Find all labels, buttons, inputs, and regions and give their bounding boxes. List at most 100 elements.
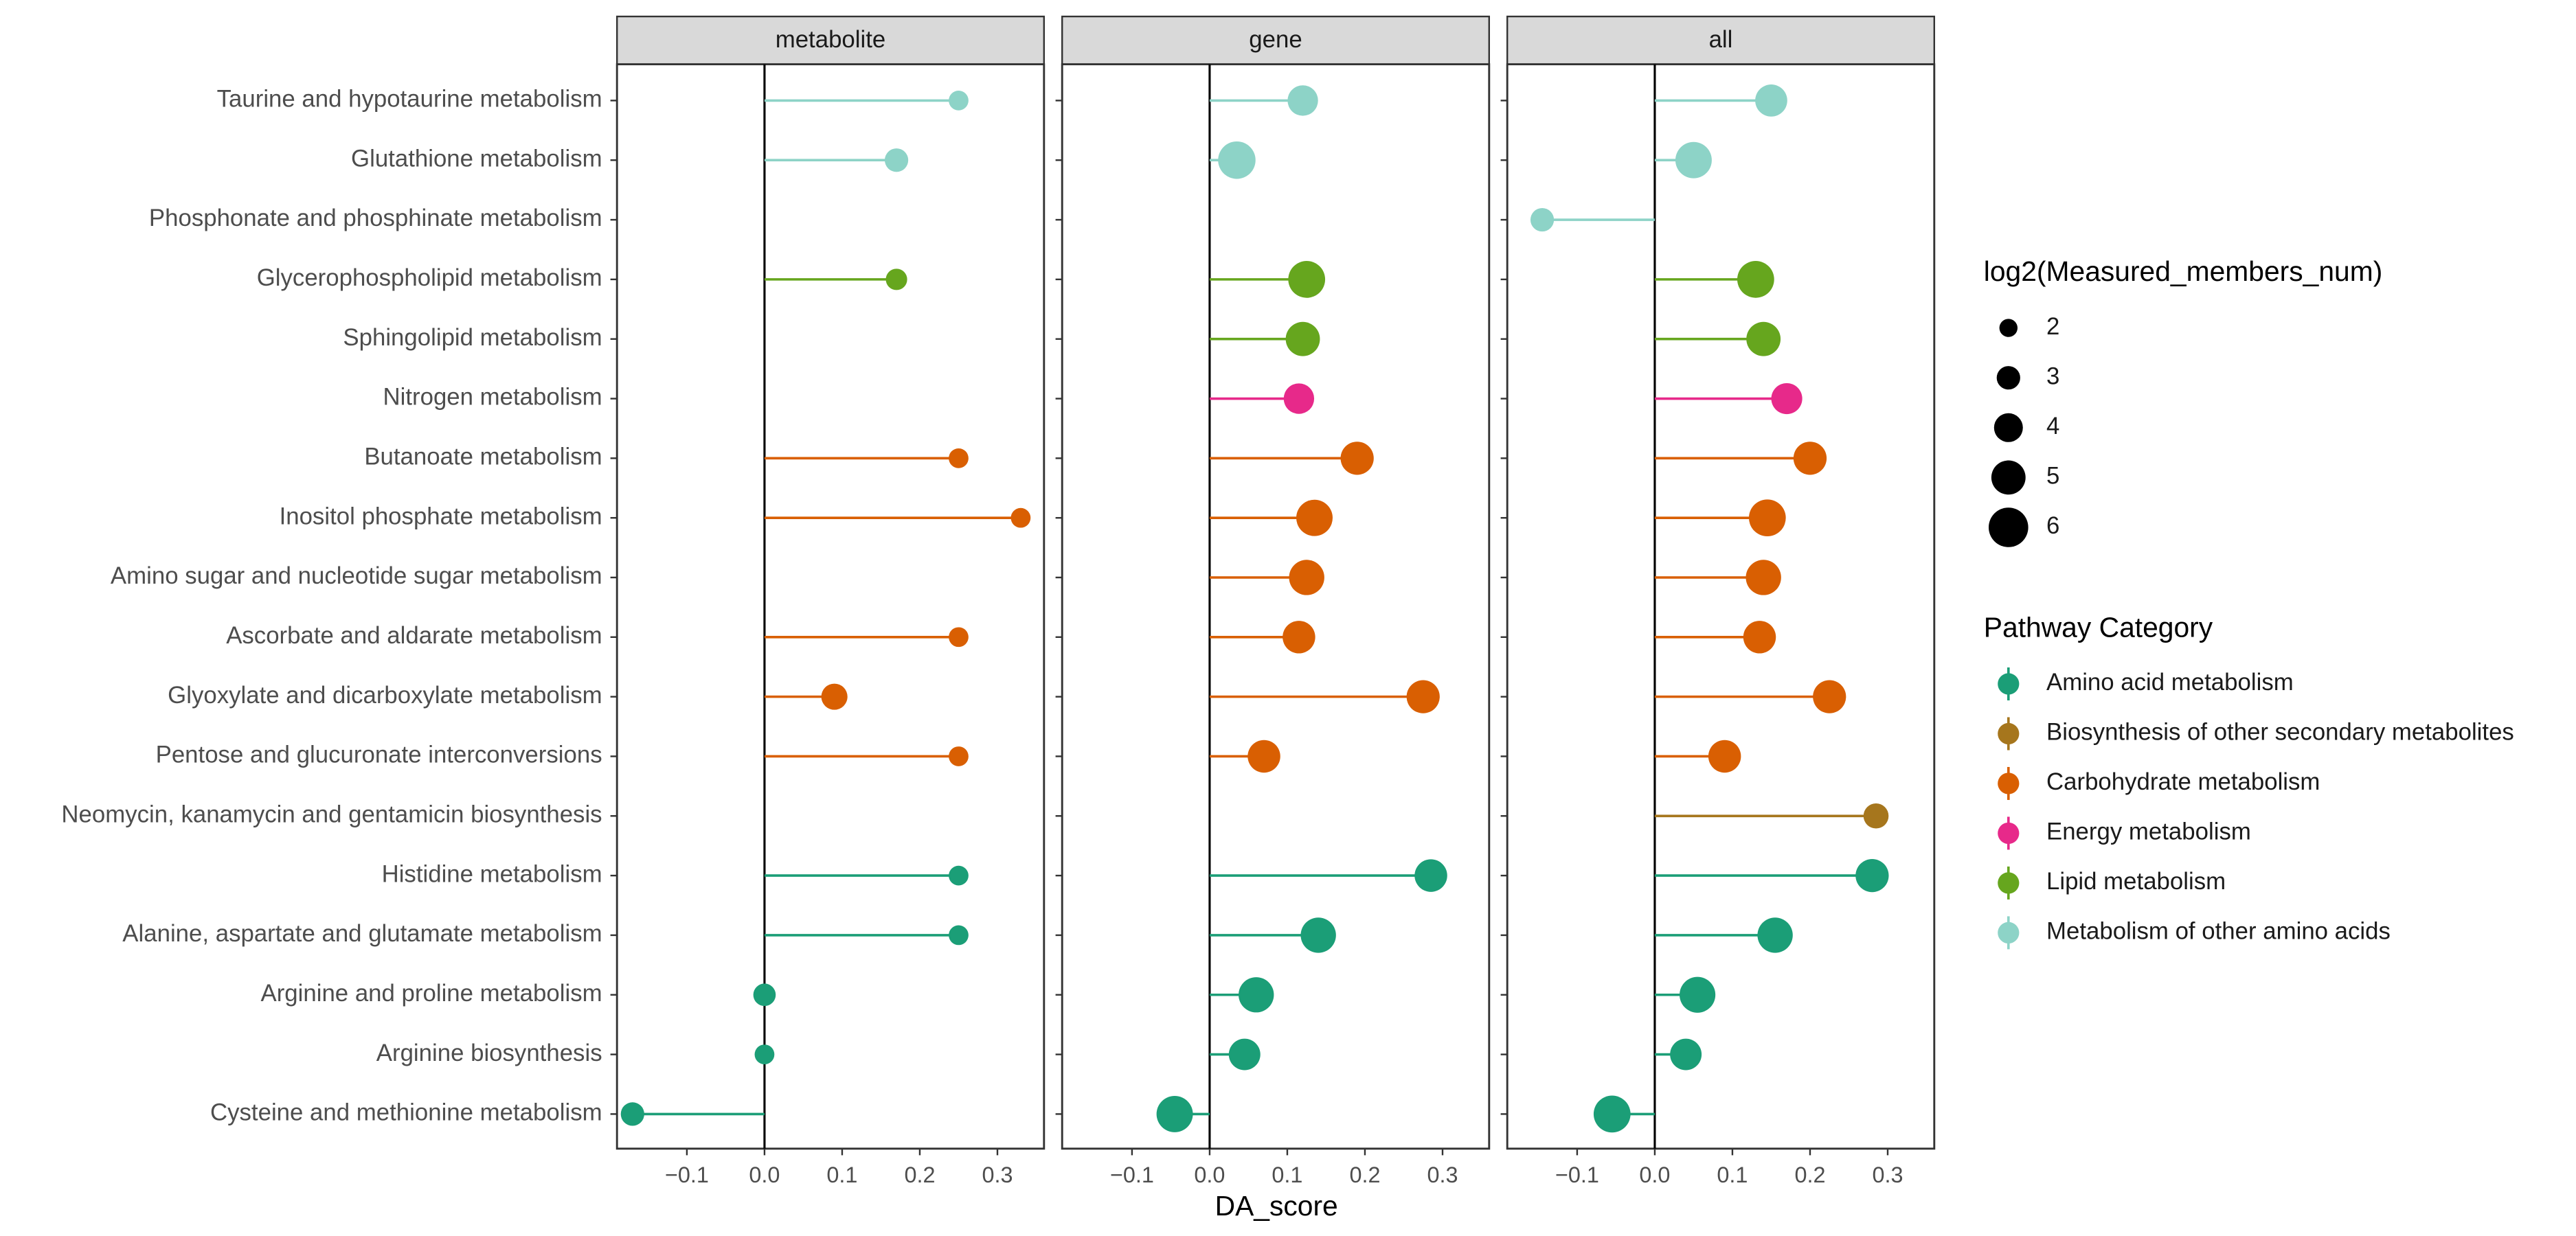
color-legend-label: Carbohydrate metabolism (2046, 768, 2320, 795)
size-legend-label: 4 (2046, 413, 2059, 439)
point (1296, 499, 1333, 536)
color-legend-label: Biosynthesis of other secondary metaboli… (2046, 719, 2514, 746)
point (1406, 680, 1440, 713)
point (1745, 560, 1781, 595)
size-legend-label: 6 (2046, 512, 2059, 539)
size-legend-title: log2(Measured_members_num) (1984, 255, 2382, 287)
panel (615, 63, 1046, 1150)
color-legend-title: Pathway Category (1984, 612, 2213, 643)
x-tick-label: 0.1 (826, 1163, 857, 1187)
y-tick-label: Butanoate metabolism (364, 444, 602, 470)
point (949, 627, 969, 648)
point (754, 1044, 775, 1064)
panel (1506, 63, 1936, 1150)
point (1288, 261, 1326, 298)
point (1530, 207, 1555, 232)
strip (616, 15, 1045, 65)
point (1743, 621, 1776, 654)
y-tick-label: Inositol phosphate metabolism (280, 503, 602, 529)
point (753, 983, 776, 1007)
point (949, 746, 969, 766)
x-tick-label: −0.1 (1555, 1163, 1599, 1187)
point (620, 1102, 644, 1126)
point (884, 148, 909, 172)
point (1340, 442, 1374, 475)
point (1757, 917, 1793, 953)
y-tick-label: Glutathione metabolism (351, 145, 602, 172)
x-tick-label: 0.2 (1794, 1163, 1825, 1187)
point (1283, 621, 1315, 654)
x-tick-label: 0.0 (1639, 1163, 1670, 1187)
point (1755, 84, 1787, 117)
point (1593, 1095, 1631, 1133)
color-legend-key (1998, 822, 2020, 845)
point (1228, 1038, 1261, 1071)
point (1156, 1095, 1193, 1132)
y-tick-label: Alanine, aspartate and glutamate metabol… (122, 920, 602, 947)
point (1239, 977, 1274, 1013)
point (885, 268, 907, 290)
y-tick-label: Histidine metabolism (382, 860, 602, 887)
point (1737, 261, 1774, 298)
size-legend-key (1991, 460, 2026, 495)
y-tick-label: Taurine and hypotaurine metabolism (217, 86, 602, 113)
facet-title: metabolite (776, 26, 886, 53)
point (1863, 803, 1889, 829)
point (1680, 976, 1716, 1013)
y-tick-label: Pentose and glucuronate interconversions (156, 742, 602, 768)
point (1285, 321, 1320, 356)
panel (1061, 63, 1491, 1150)
color-legend-key (1998, 673, 2020, 695)
point (1708, 740, 1741, 773)
point (949, 448, 969, 468)
strip (1061, 15, 1490, 65)
size-legend-label: 5 (2046, 463, 2059, 490)
point (1218, 141, 1256, 179)
x-tick-label: 0.1 (1717, 1163, 1748, 1187)
x-tick-label: 0.0 (1194, 1163, 1225, 1187)
y-tick-label: Nitrogen metabolism (383, 384, 602, 411)
point (949, 91, 969, 111)
y-tick-label: Arginine and proline metabolism (260, 980, 602, 1007)
size-legend-label: 2 (2046, 313, 2059, 340)
point (1771, 382, 1803, 415)
size-legend-key (1989, 507, 2029, 547)
y-tick-label: Glycerophospholipid metabolism (257, 264, 602, 291)
size-legend-key (1993, 413, 2023, 442)
point (1300, 917, 1336, 953)
point (1289, 560, 1324, 595)
x-tick-label: 0.3 (1427, 1163, 1458, 1187)
point (1855, 858, 1889, 893)
point (949, 865, 969, 886)
point (1748, 499, 1786, 537)
x-tick-label: 0.1 (1272, 1163, 1302, 1187)
y-tick-label: Arginine biosynthesis (376, 1040, 602, 1066)
size-legend-key (1999, 319, 2018, 337)
strip (1506, 15, 1935, 65)
y-tick-label: Cysteine and methionine metabolism (210, 1099, 602, 1126)
point (1283, 383, 1315, 414)
y-tick-label: Ascorbate and aldarate metabolism (226, 622, 602, 649)
point (1746, 321, 1781, 356)
x-axis-label: DA_score (1215, 1190, 1338, 1222)
size-legend-key (1996, 366, 2020, 390)
y-tick-label: Sphingolipid metabolism (343, 324, 602, 351)
point (1010, 507, 1031, 528)
facet-title: gene (1249, 26, 1302, 53)
point (1675, 141, 1712, 179)
point (1670, 1038, 1702, 1071)
y-tick-label: Glyoxylate and dicarboxylate metabolism (168, 682, 602, 709)
point (1287, 85, 1318, 116)
point (1247, 740, 1280, 773)
x-tick-label: −0.1 (1110, 1163, 1154, 1187)
x-tick-label: −0.1 (665, 1163, 709, 1187)
point (821, 683, 848, 710)
color-legend-key (1998, 722, 2020, 745)
size-legend-label: 3 (2046, 363, 2059, 389)
y-tick-label: Amino sugar and nucleotide sugar metabol… (111, 562, 602, 589)
x-tick-label: 0.0 (749, 1163, 780, 1187)
point (949, 925, 969, 946)
color-legend-key (1998, 872, 2020, 894)
point (1793, 442, 1827, 475)
